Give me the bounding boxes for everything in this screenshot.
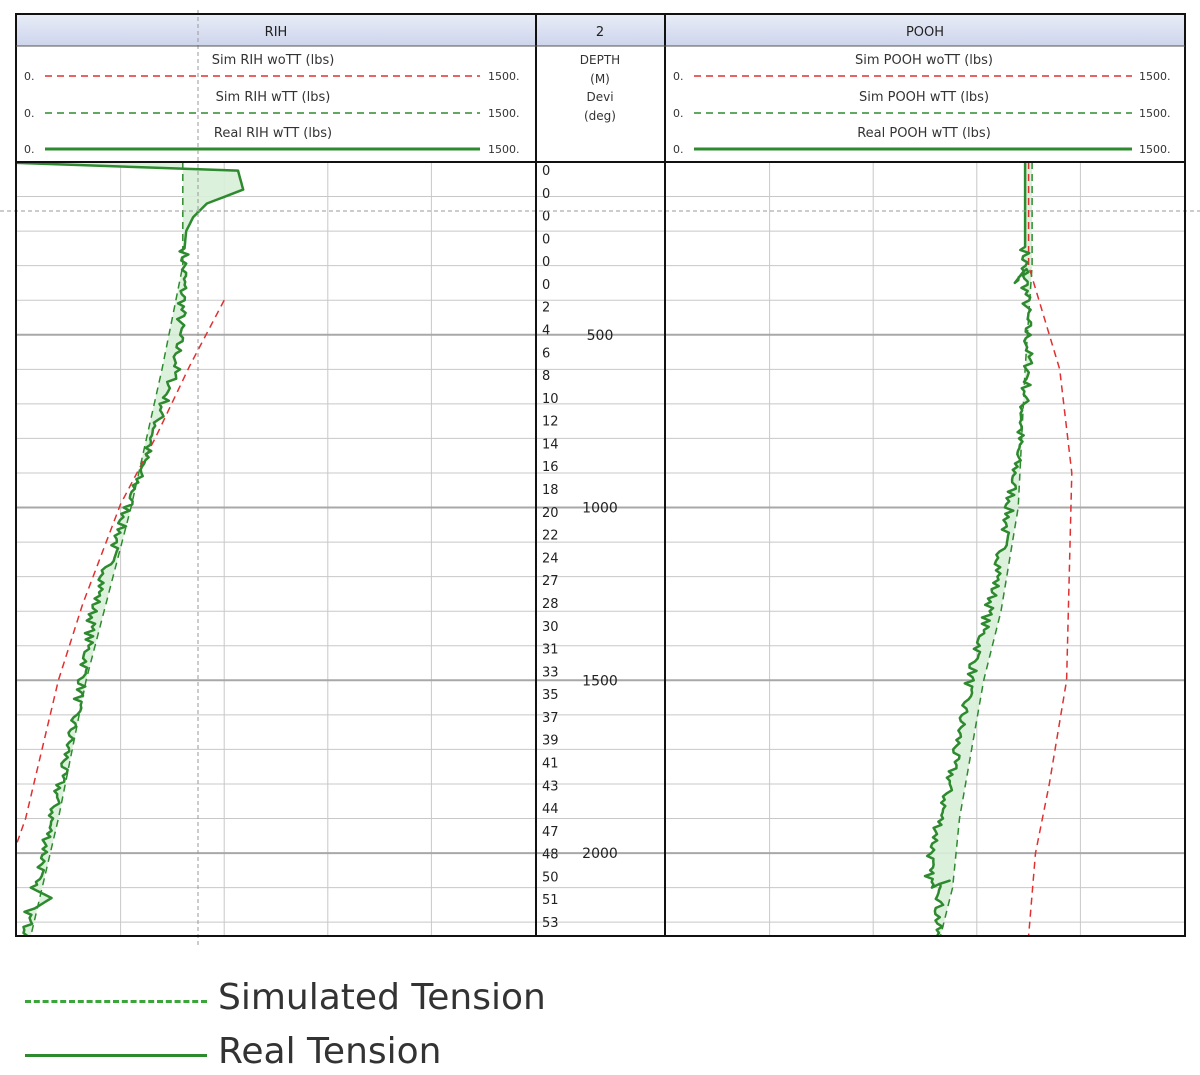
depth-track-title: 2 [596,25,604,40]
deviation-tick-label: 43 [542,779,559,794]
legend-dashed-line [25,1000,207,1003]
deviation-tick-label: 0 [542,232,550,247]
deviation-tick-label: 53 [542,916,559,931]
pooh-curve-legend: Sim POOH woTT (lbs) 0. 1500. Sim POOH wT… [673,53,1171,156]
depth-header-bar [537,15,664,46]
curve-name-sim-pooh-wott: Sim POOH woTT (lbs) [855,53,993,68]
deviation-tick-label: 24 [542,551,559,566]
pooh-header-bar [666,15,1185,46]
depth-tick-label: 500 [587,328,614,344]
curve-max: 1500. [1139,107,1171,120]
pooh-track-title: POOH [906,25,944,40]
deviation-tick-label: 4 [542,324,550,339]
curve-min: 0. [673,143,684,156]
rih-sim-wott-line [17,299,225,936]
rih-header-bar [17,15,535,46]
curve-min: 0. [24,143,35,156]
chart-legend: Simulated Tension Real Tension [0,955,1200,1075]
depth-axis-labels: 5001000150020000000002468101214161820222… [542,164,618,931]
well-log-chart: RIH 2 POOH Sim RIH woTT (lbs) 0. 1500. S… [0,10,1200,945]
deviation-tick-label: 6 [542,346,550,361]
curve-max: 1500. [1139,143,1171,156]
curve-name-sim-pooh-wtt: Sim POOH wTT (lbs) [859,90,989,105]
rih-real-wtt-line [17,162,245,936]
curve-min: 0. [673,70,684,83]
pooh-sim-wott-line [1027,162,1073,936]
curve-name-real-pooh-wtt: Real POOH wTT (lbs) [857,126,991,141]
deviation-tick-label: 47 [542,825,559,840]
deviation-tick-label: 0 [542,255,550,270]
deviation-tick-label: 35 [542,688,559,703]
curve-min: 0. [24,107,35,120]
depth-unit: (M) [590,72,610,86]
legend-label-real: Real Tension [218,1031,442,1072]
deviation-tick-label: 0 [542,278,550,293]
depth-tick-label: 1500 [582,673,618,689]
deviation-tick-label: 28 [542,597,559,612]
deviation-tick-label: 18 [542,483,559,498]
deviation-tick-label: 8 [542,369,550,384]
deviation-tick-label: 30 [542,620,559,635]
curve-name-real-rih-wtt: Real RIH wTT (lbs) [214,126,332,141]
curve-max: 1500. [1139,70,1171,83]
legend-label-simulated: Simulated Tension [218,977,546,1018]
curve-max: 1500. [488,107,520,120]
curve-min: 0. [673,107,684,120]
deviation-tick-label: 41 [542,756,559,771]
deviation-tick-label: 27 [542,574,559,589]
deviation-tick-label: 50 [542,870,559,885]
deviation-tick-label: 16 [542,460,559,475]
rih-sim-wtt-line [30,162,184,936]
rih-curve-legend: Sim RIH woTT (lbs) 0. 1500. Sim RIH wTT … [24,53,520,156]
rih-track-title: RIH [265,25,288,40]
deviation-tick-label: 12 [542,415,559,430]
deviation-tick-label: 22 [542,529,559,544]
deviation-tick-label: 44 [542,802,559,817]
devi-title: Devi [586,90,613,104]
deviation-tick-label: 0 [542,187,550,202]
curve-max: 1500. [488,70,520,83]
deviation-tick-label: 39 [542,734,559,749]
deviation-tick-label: 48 [542,848,559,863]
deviation-tick-label: 14 [542,437,559,452]
deviation-tick-label: 20 [542,506,559,521]
tension-difference-fill [17,162,1033,936]
pooh-real-wtt-line [923,162,1034,936]
deviation-tick-label: 37 [542,711,559,726]
deviation-tick-label: 0 [542,210,550,225]
depth-title: DEPTH [580,53,620,67]
deviation-tick-label: 31 [542,643,559,658]
devi-unit: (deg) [584,109,616,123]
depth-header: DEPTH (M) Devi (deg) [580,53,620,123]
curve-name-sim-rih-wtt: Sim RIH wTT (lbs) [216,90,331,105]
deviation-tick-label: 0 [542,164,550,179]
depth-tick-label: 1000 [582,501,618,517]
depth-tick-label: 2000 [582,846,618,862]
track-frames [15,13,1186,937]
grid-lines [17,162,1184,936]
curve-name-sim-rih-wott: Sim RIH woTT (lbs) [212,53,335,68]
legend-solid-line [25,1054,207,1057]
deviation-tick-label: 51 [542,893,559,908]
curve-min: 0. [24,70,35,83]
rih-fill-area [17,162,244,936]
deviation-tick-label: 33 [542,665,559,680]
deviation-tick-label: 10 [542,392,559,407]
curve-max: 1500. [488,143,520,156]
curve-layer [17,162,1073,936]
deviation-tick-label: 2 [542,301,550,316]
